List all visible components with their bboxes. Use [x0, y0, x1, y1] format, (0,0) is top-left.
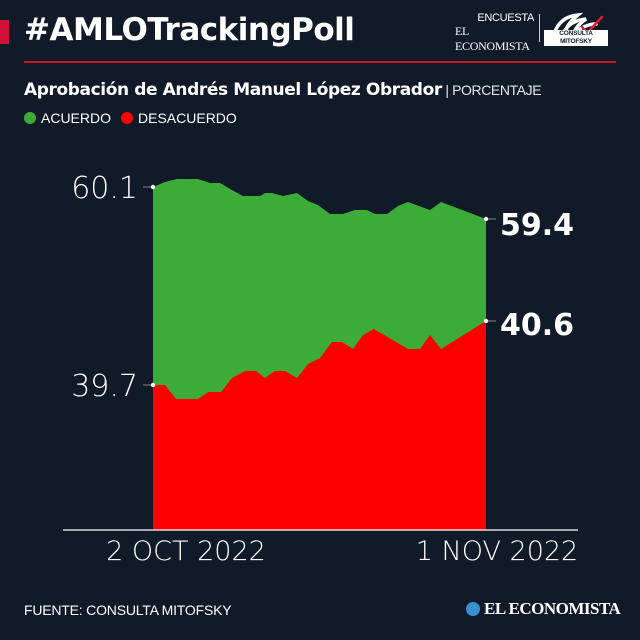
red-dot-icon — [121, 112, 134, 124]
legend-item-desacuerdo: DESACUERDO — [121, 110, 237, 126]
header-divider — [24, 61, 616, 63]
point-end-top — [483, 216, 489, 222]
desacuerdo-area — [153, 321, 486, 530]
brand-line2: EL ECONOMISTA — [455, 24, 530, 53]
el-economista-logo: EL ECONOMISTA — [466, 599, 621, 619]
brand-line1: ENCUESTA — [477, 12, 534, 24]
page-title: #AMLOTrackingPoll — [24, 12, 355, 48]
mitofsky-text: CONSULTA MITOFSKY — [544, 30, 608, 46]
label-start-acuerdo: 60.1 — [71, 171, 138, 206]
el-economista-name: EL ECONOMISTA — [484, 599, 621, 618]
chart-title: Aprobación de Andrés Manuel López Obrado… — [24, 80, 442, 100]
brand-logos: ENCUESTA EL ECONOMISTA CONSULTA MITOFSKY — [455, 12, 620, 53]
label-end-desacuerdo: 40.6 — [500, 308, 574, 343]
legend-label-acuerdo: ACUERDO — [41, 110, 112, 126]
globe-icon — [466, 602, 480, 616]
legend-item-acuerdo: ACUERDO — [24, 110, 111, 126]
chart-unit: PORCENTAJE — [452, 82, 542, 98]
chart-legend: ACUERDO DESACUERDO — [24, 110, 241, 126]
label-start-desacuerdo: 39.7 — [71, 369, 138, 404]
point-end-bottom — [483, 318, 489, 324]
title-separator: | — [441, 82, 453, 98]
source-note: FUENTE: CONSULTA MITOFSKY — [24, 602, 232, 618]
x-label-start: 2 OCT 2022 — [106, 536, 266, 567]
accent-bar — [0, 20, 9, 44]
point-start-top — [150, 184, 156, 190]
label-end-acuerdo: 59.4 — [500, 208, 574, 243]
chart-subtitle: Aprobación de Andrés Manuel López Obrado… — [24, 80, 542, 100]
x-label-end: 1 NOV 2022 — [416, 536, 579, 567]
legend-label-desacuerdo: DESACUERDO — [138, 110, 237, 126]
green-dot-icon — [24, 112, 36, 124]
consulta-mitofsky-logo: CONSULTA MITOFSKY — [544, 12, 608, 46]
brand-divider — [539, 14, 540, 42]
point-start-bottom — [150, 382, 156, 388]
